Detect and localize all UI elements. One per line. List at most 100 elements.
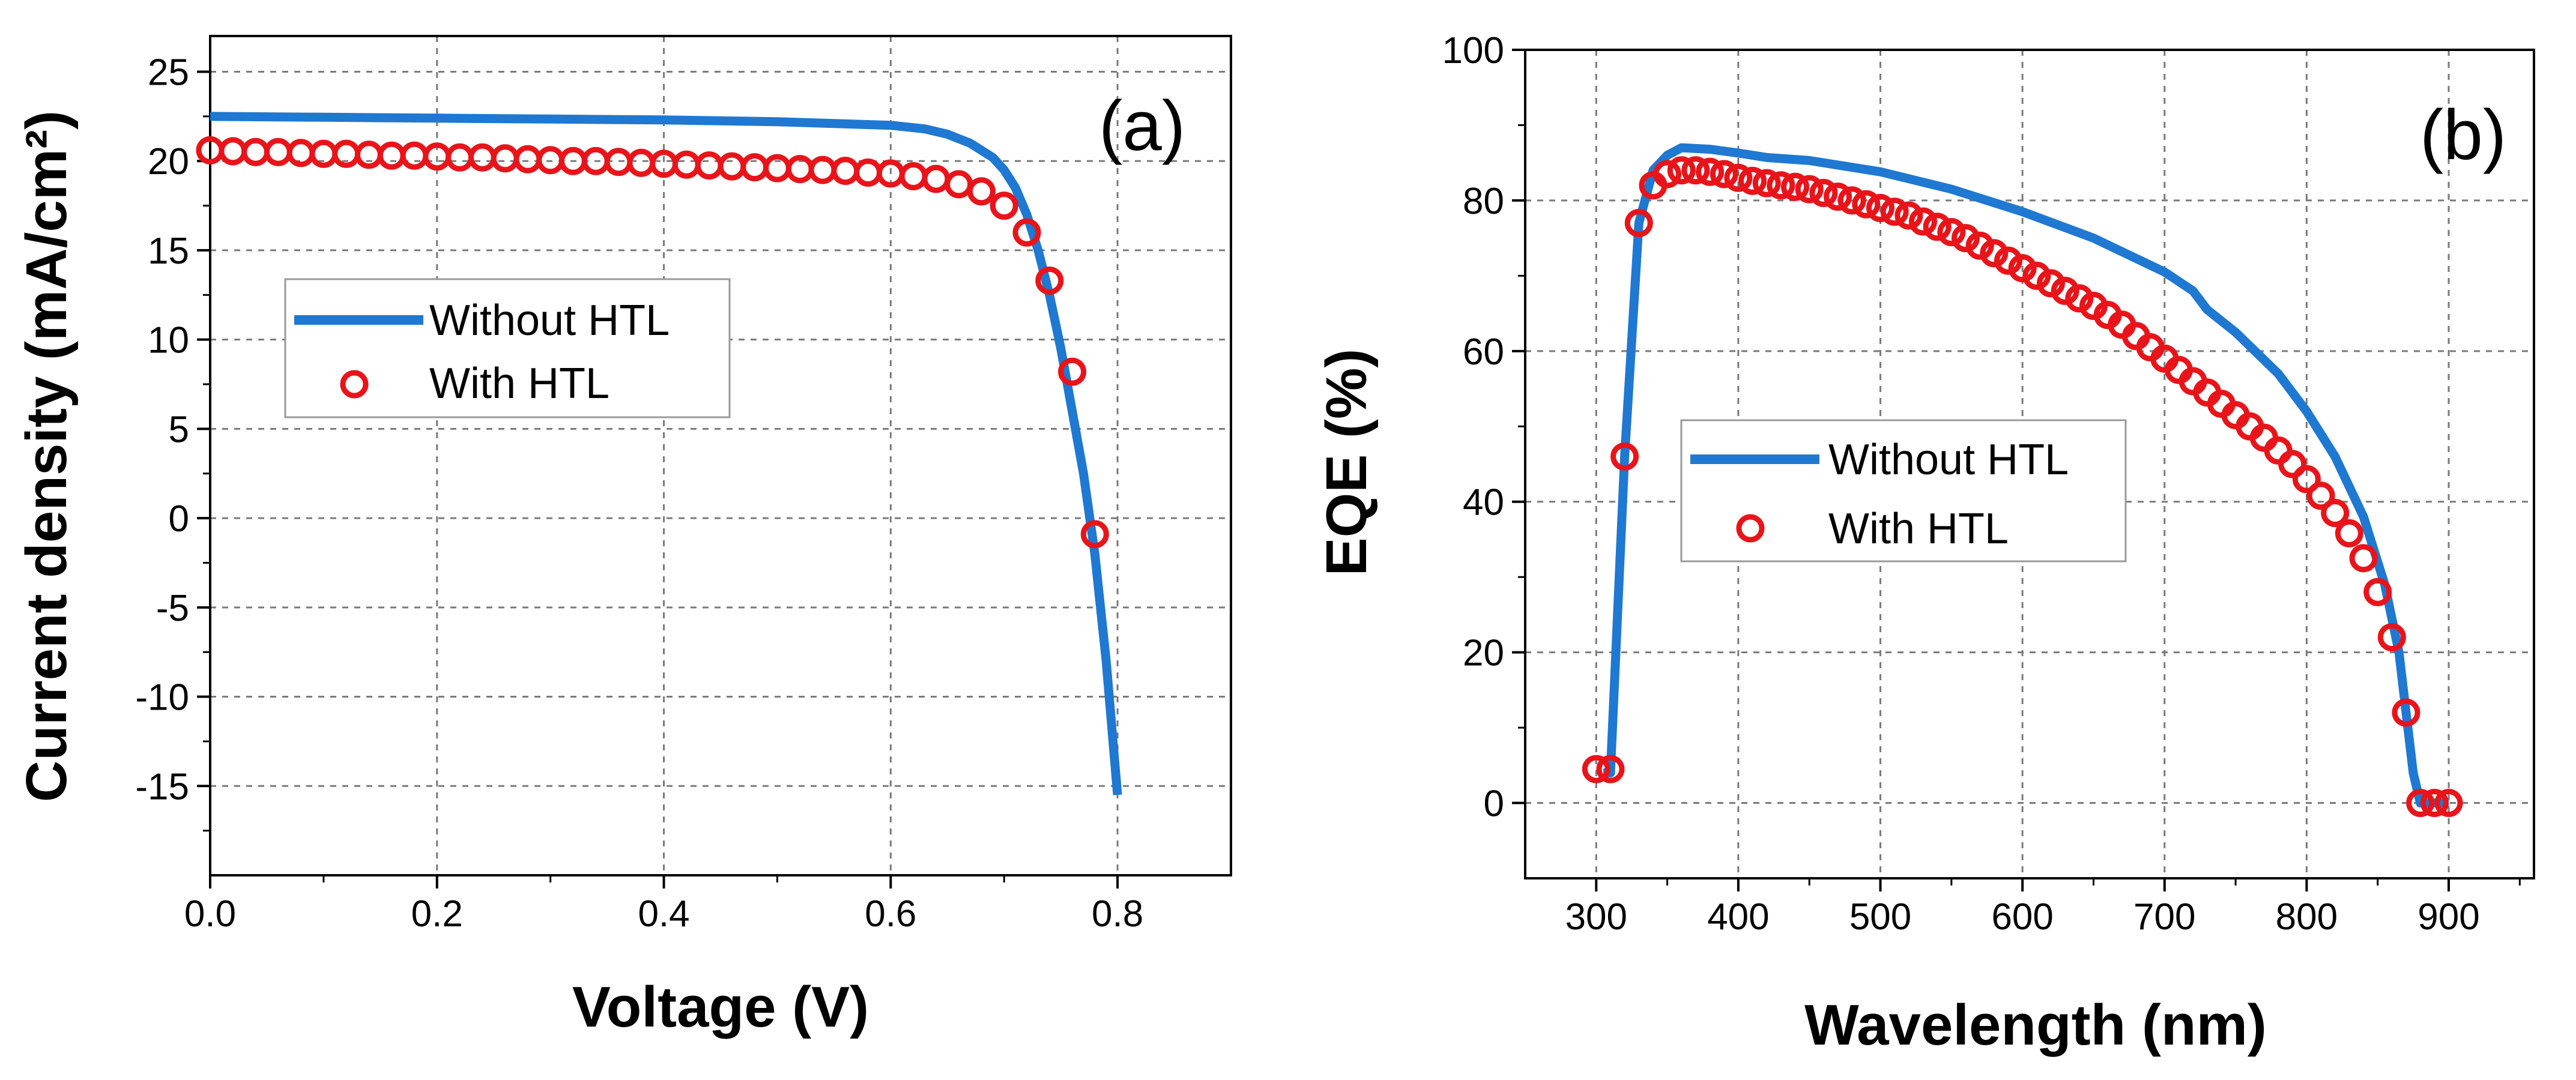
data-point xyxy=(672,150,701,179)
x-tick-label: 700 xyxy=(2133,896,2195,938)
data-point xyxy=(2349,544,2378,573)
data-point xyxy=(1880,198,1909,226)
x-tick-label: 0.2 xyxy=(411,893,463,935)
panel-a-jv-curve: 0.0 0.2 0.4 0.6 0.8 -15 -10 -5 0 5 10 15 20 25 (a) V… xyxy=(14,35,1232,1039)
data-point xyxy=(2363,578,2392,606)
panel-b-y-axis-title: EQE (%) xyxy=(1314,349,1379,576)
data-point xyxy=(1624,209,1653,237)
data-point xyxy=(513,145,542,173)
data-point xyxy=(1809,178,1838,207)
data-point xyxy=(2377,623,2406,651)
data-point xyxy=(1824,183,1852,211)
data-point xyxy=(1894,201,1923,230)
panel-a-plot-frame xyxy=(209,35,1232,876)
y-tick-label: 10 xyxy=(148,320,189,361)
data-point xyxy=(1696,157,1725,186)
data-point xyxy=(2335,519,2363,548)
data-point xyxy=(1980,239,2009,268)
panel-a-legend: Without HTL With HTL xyxy=(284,278,731,418)
panel-b-series xyxy=(1582,143,2463,817)
data-point xyxy=(1035,267,1064,295)
y-tick-label: 5 xyxy=(169,409,189,450)
data-point xyxy=(695,151,724,180)
panel-a-x-tick-labels: 0.0 0.2 0.4 0.6 0.8 xyxy=(184,893,1143,935)
data-point xyxy=(1724,163,1753,192)
data-point xyxy=(718,152,746,181)
x-tick-label: 300 xyxy=(1565,896,1627,938)
data-point xyxy=(1923,213,1952,241)
panel-a-legend-marker-swatch xyxy=(340,370,369,399)
data-point xyxy=(2278,450,2307,478)
data-point xyxy=(491,144,519,173)
panel-b-plot-frame xyxy=(1524,49,2535,879)
series-line-1 xyxy=(210,112,1122,795)
data-point xyxy=(1582,755,1610,783)
data-point xyxy=(1012,218,1041,247)
data-point xyxy=(1965,231,1994,260)
panel-b-x-axis-title: Wavelength (nm) xyxy=(1804,993,2267,1057)
data-point xyxy=(1058,357,1087,386)
y-tick-label: 25 xyxy=(148,52,189,93)
data-point xyxy=(1994,246,2022,275)
data-point xyxy=(2292,465,2321,493)
panel-a-legend-label-1: Without HTL xyxy=(429,297,670,345)
y-tick-label: -5 xyxy=(156,588,189,629)
data-point xyxy=(264,137,292,166)
data-point xyxy=(1667,156,1696,185)
data-point xyxy=(1937,218,1966,247)
panel-a-series xyxy=(196,112,1122,795)
x-tick-label: 0.6 xyxy=(865,893,916,935)
y-tick-label: 20 xyxy=(1463,633,1504,674)
panel-a-x-axis-title: Voltage (V) xyxy=(572,975,869,1039)
data-point xyxy=(922,164,951,193)
data-point xyxy=(1866,194,1894,222)
data-point xyxy=(2051,277,2079,305)
panel-b-y-tick-labels: 0 20 40 60 80 100 xyxy=(1442,30,1504,825)
panel-b-eqe-spectrum: 300 400 500 600 700 800 900 0 20 40 60 80 100 (b) W… xyxy=(1314,30,2535,1057)
data-point xyxy=(899,162,928,190)
y-tick-label: 0 xyxy=(169,498,189,540)
data-point xyxy=(2022,261,2051,290)
panel-b-x-tick-labels: 300 400 500 600 700 800 900 xyxy=(1565,896,2480,938)
data-point xyxy=(1767,171,1795,200)
data-point xyxy=(808,155,837,184)
data-point xyxy=(1080,520,1109,549)
panel-b-label: (b) xyxy=(2420,95,2506,175)
x-tick-label: 500 xyxy=(1849,896,1911,938)
panel-b-legend-label-1: Without HTL xyxy=(1828,436,2069,484)
data-point xyxy=(945,170,973,199)
y-tick-label: -15 xyxy=(135,766,189,807)
panel-a-ticks xyxy=(197,70,1119,888)
data-point xyxy=(1681,156,1710,185)
data-point xyxy=(536,146,565,175)
data-point xyxy=(2406,789,2435,817)
data-point xyxy=(1952,224,1980,253)
y-tick-label: 20 xyxy=(148,141,189,183)
data-point xyxy=(2264,436,2293,465)
x-tick-label: 900 xyxy=(2417,896,2479,938)
y-tick-label: 60 xyxy=(1463,331,1504,373)
y-tick-label: -10 xyxy=(135,677,189,719)
data-point xyxy=(241,137,270,166)
data-point xyxy=(2008,254,2037,283)
data-point xyxy=(1610,442,1639,471)
data-point xyxy=(740,153,769,182)
data-point xyxy=(2420,789,2449,817)
data-point xyxy=(2306,481,2335,510)
panel-b-ticks xyxy=(1512,49,2521,891)
data-point xyxy=(354,140,383,169)
data-point xyxy=(2321,499,2350,527)
x-tick-label: 400 xyxy=(1707,896,1769,938)
data-point xyxy=(1795,175,1824,204)
data-point xyxy=(219,137,247,166)
x-tick-label: 800 xyxy=(2276,896,2338,938)
data-point xyxy=(1653,160,1682,189)
data-point xyxy=(1837,186,1866,215)
y-tick-label: 80 xyxy=(1463,181,1504,222)
panel-b-legend-marker-swatch xyxy=(1736,514,1765,543)
data-point xyxy=(831,157,860,186)
panel-b-legend: Without HTL With HTL xyxy=(1680,419,2127,563)
panel-b-legend-label-2: With HTL xyxy=(1828,505,2009,553)
y-tick-label: 0 xyxy=(1484,783,1504,825)
